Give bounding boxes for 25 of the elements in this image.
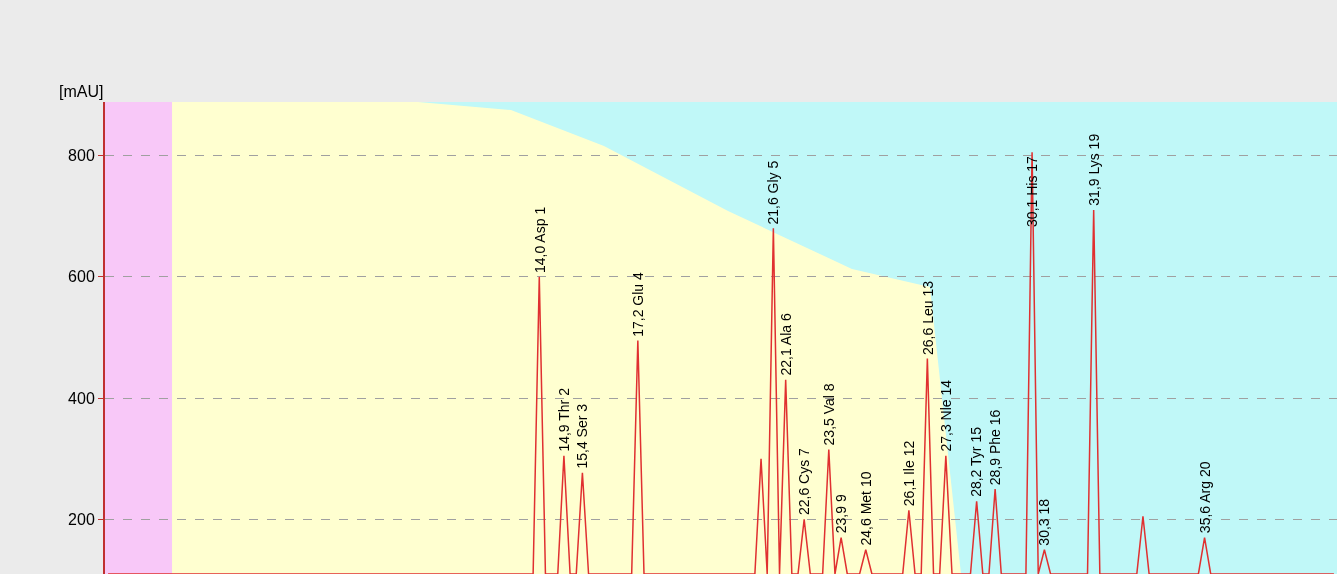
- annotation: 22,1 Ala 6: [777, 313, 794, 376]
- annotation: 17,2 Glu 4: [629, 271, 646, 337]
- y-tick-label: 400: [68, 389, 95, 407]
- annotation: 23,9 9: [833, 494, 850, 534]
- annotation: 15,4 Ser 3: [574, 403, 591, 469]
- y-tick-label: 800: [68, 146, 95, 164]
- annotation: 28,9 Phe 16: [987, 409, 1004, 486]
- annotation: 35,6 Arg 20: [1196, 461, 1213, 534]
- annotation: 31,9 Lys 19: [1085, 133, 1102, 206]
- annotation: 14,9 Thr 2: [556, 387, 573, 452]
- annotation: 30,1 His 17: [1024, 155, 1041, 227]
- annotation: 14,0 Asp 1: [531, 206, 548, 273]
- y-tick-label: 600: [68, 268, 95, 286]
- line-series: [107, 151, 1335, 574]
- annotation: 21,6 Gly 5: [765, 160, 782, 225]
- y-tick-label: 200: [68, 511, 95, 528]
- annotation: 30,3 18: [1036, 498, 1053, 546]
- annotation: 27,3 Nle 14: [938, 379, 955, 452]
- y-axis-title: [mAU]: [59, 83, 104, 100]
- annotation: 26,6 Leu 13: [919, 280, 936, 355]
- annotation: 23,5 Val 8: [821, 383, 838, 446]
- annotation: 22,6 Cys 7: [796, 447, 813, 516]
- annotation: 26,1 Ile 12: [900, 440, 917, 507]
- annotation: 24,6 Met 10: [858, 471, 875, 546]
- annotation: 28,2 Tyr 15: [968, 426, 985, 497]
